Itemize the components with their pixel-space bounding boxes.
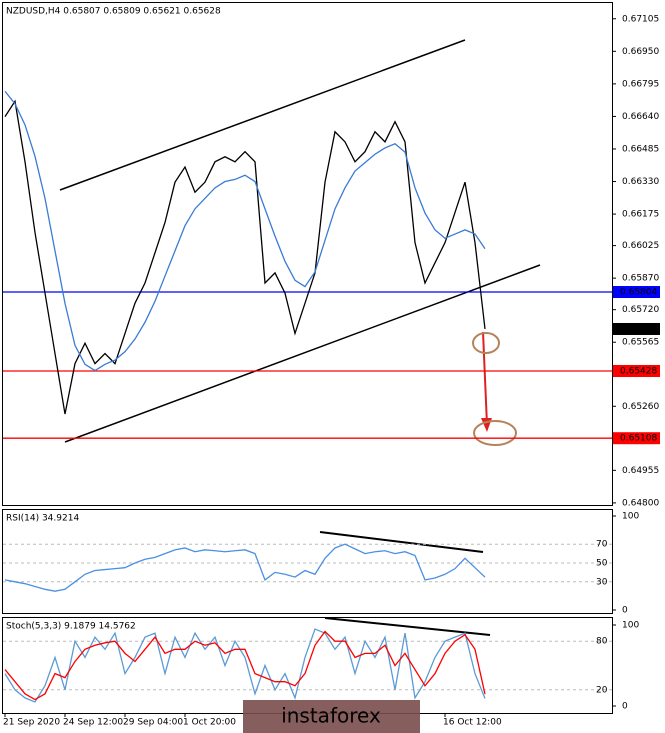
x-tick-label: 1 Oct 20:00 xyxy=(183,718,236,728)
x-tick-label: 21 Sep 2020 xyxy=(3,718,60,728)
target-circle xyxy=(472,332,500,354)
y-tick-label: 30 xyxy=(596,577,608,587)
series-line xyxy=(4,628,486,703)
channel-upper xyxy=(59,39,466,191)
y-tick-label: 0.66640 xyxy=(622,112,659,122)
y-tick-label: 0.65260 xyxy=(622,402,659,412)
annotations xyxy=(59,39,541,636)
y-tick-label: 70 xyxy=(596,540,608,550)
main-panel xyxy=(2,2,613,506)
level-label-box xyxy=(613,432,660,445)
price-label: 0.65628 xyxy=(620,324,657,334)
y-tick-label: 0.65720 xyxy=(622,305,659,315)
y-tick-label: 0.64800 xyxy=(622,498,659,508)
panel-title: Stoch(5,3,3) 9.1879 14.5762 xyxy=(6,622,136,632)
arrow xyxy=(482,331,488,426)
y-tick-label: 0.66175 xyxy=(622,210,659,220)
watermark: instaforex xyxy=(281,704,381,728)
y-tick-label: 0 xyxy=(622,606,628,616)
y-tick-label: 80 xyxy=(596,637,608,647)
price-label-box xyxy=(613,322,660,335)
x-tick-label: 16 Oct 12:00 xyxy=(443,718,502,728)
divergence-line xyxy=(319,531,484,553)
level-label-box xyxy=(613,364,660,377)
y-tick-label: 0.66950 xyxy=(622,47,659,57)
y-tick-label: 20 xyxy=(596,685,608,695)
channel-lower xyxy=(64,264,541,443)
level-label: 0.65804 xyxy=(620,288,657,298)
y-tick-label: 0 xyxy=(622,702,628,712)
x-tick-label: 29 Sep 04:00 xyxy=(123,718,183,728)
rsi-panel xyxy=(2,509,613,614)
y-tick-label: 0.67105 xyxy=(622,14,659,24)
watermark-box xyxy=(243,700,420,733)
y-tick-label: 0.66795 xyxy=(622,79,659,89)
panel-title: NZDUSD,H4 0.65807 0.65809 0.65621 0.6562… xyxy=(6,7,221,17)
y-tick-label: 0.65565 xyxy=(622,338,659,348)
series-line xyxy=(4,630,486,701)
y-tick-label: 0.66485 xyxy=(622,144,659,154)
level-label-box xyxy=(613,286,660,299)
y-tick-label: 100 xyxy=(622,512,639,522)
y-tick-label: 100 xyxy=(622,621,639,631)
arrow-head xyxy=(481,418,492,432)
y-tick-label: 0.66025 xyxy=(622,241,659,251)
y-tick-label: 0.64955 xyxy=(622,466,659,476)
level-label: 0.65428 xyxy=(620,366,657,376)
panel-title: RSI(14) 34.9214 xyxy=(6,514,79,524)
x-tick-label: 24 Sep 12:00 xyxy=(63,718,123,728)
series-line xyxy=(4,99,486,415)
target-circle xyxy=(473,420,517,446)
series-line xyxy=(4,543,486,592)
divergence-line xyxy=(324,617,491,636)
y-tick-label: 0.65870 xyxy=(622,274,659,284)
y-tick-label: 0.66330 xyxy=(622,177,659,187)
y-tick-label: 50 xyxy=(596,559,608,569)
series-line xyxy=(4,90,486,372)
level-label: 0.65108 xyxy=(620,434,657,444)
